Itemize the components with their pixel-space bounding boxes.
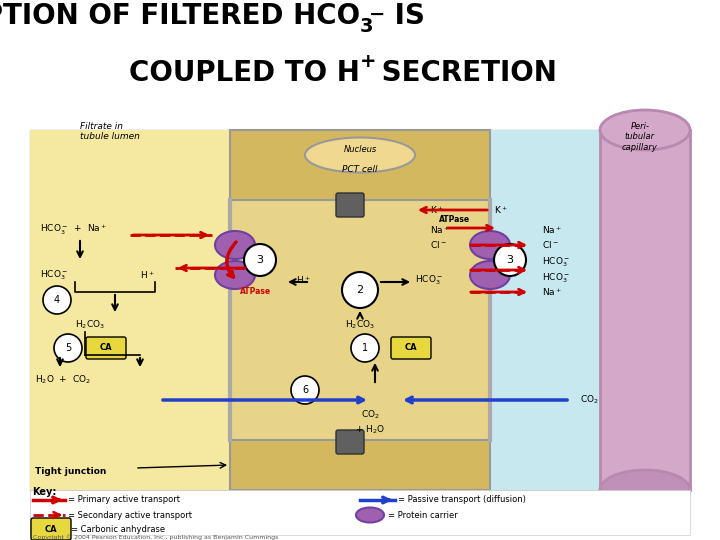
Text: COUPLED TO H: COUPLED TO H xyxy=(129,59,360,87)
Ellipse shape xyxy=(215,261,255,289)
Text: 2: 2 xyxy=(356,285,364,295)
Text: CA: CA xyxy=(99,343,112,353)
Text: CA: CA xyxy=(45,525,58,535)
Text: CO$_2$: CO$_2$ xyxy=(580,394,599,406)
Text: = Protein carrier: = Protein carrier xyxy=(388,510,458,519)
Circle shape xyxy=(291,376,319,404)
Circle shape xyxy=(494,244,526,276)
Text: K$^+$: K$^+$ xyxy=(430,204,444,216)
Ellipse shape xyxy=(600,110,690,150)
Text: Nucleus: Nucleus xyxy=(343,145,377,154)
Text: K$^+$: K$^+$ xyxy=(494,204,508,216)
Text: Filtrate in
tubule lumen: Filtrate in tubule lumen xyxy=(80,122,140,141)
Text: H$^+$: H$^+$ xyxy=(296,274,310,286)
FancyBboxPatch shape xyxy=(30,130,690,490)
Text: H$_2$CO$_3$: H$_2$CO$_3$ xyxy=(345,319,375,331)
Text: IS: IS xyxy=(385,2,425,30)
Text: HCO$_3^-$: HCO$_3^-$ xyxy=(542,255,570,269)
Text: HCO$_3^-$: HCO$_3^-$ xyxy=(542,271,570,285)
Ellipse shape xyxy=(305,138,415,172)
Text: Na$^+$: Na$^+$ xyxy=(430,224,450,236)
Text: ATPase: ATPase xyxy=(439,215,471,225)
Text: 5: 5 xyxy=(65,343,71,353)
Text: = Passive transport (diffusion): = Passive transport (diffusion) xyxy=(398,496,526,504)
FancyBboxPatch shape xyxy=(86,337,126,359)
FancyBboxPatch shape xyxy=(230,440,490,490)
Circle shape xyxy=(43,286,71,314)
Text: PCT cell: PCT cell xyxy=(342,165,378,174)
Text: SECRETION: SECRETION xyxy=(372,59,557,87)
Text: Na$^+$: Na$^+$ xyxy=(542,224,562,236)
FancyBboxPatch shape xyxy=(336,193,364,217)
FancyBboxPatch shape xyxy=(230,130,490,200)
Text: Cl$^-$: Cl$^-$ xyxy=(430,239,446,249)
Text: Na$^+$: Na$^+$ xyxy=(542,286,562,298)
Text: HCO$_3^-$: HCO$_3^-$ xyxy=(40,268,68,282)
Text: ATPase: ATPase xyxy=(240,287,271,296)
Circle shape xyxy=(351,334,379,362)
Text: CA: CA xyxy=(405,343,418,353)
Text: H$^+$: H$^+$ xyxy=(140,269,155,281)
Text: = Secondary active transport: = Secondary active transport xyxy=(68,510,192,519)
Ellipse shape xyxy=(356,508,384,523)
FancyBboxPatch shape xyxy=(490,130,600,490)
Text: Cl$^-$: Cl$^-$ xyxy=(542,240,559,251)
FancyBboxPatch shape xyxy=(30,490,690,535)
Text: 3: 3 xyxy=(360,17,374,36)
Text: 1: 1 xyxy=(362,343,368,353)
Text: −: − xyxy=(369,4,385,23)
Text: = Primary active transport: = Primary active transport xyxy=(68,496,180,504)
Text: Peri-
tubular
capillary: Peri- tubular capillary xyxy=(622,122,658,152)
Ellipse shape xyxy=(215,231,255,259)
Circle shape xyxy=(54,334,82,362)
FancyBboxPatch shape xyxy=(31,518,71,540)
Text: HCO$_3^-$: HCO$_3^-$ xyxy=(415,273,443,287)
Text: +: + xyxy=(360,52,377,71)
FancyBboxPatch shape xyxy=(391,337,431,359)
Ellipse shape xyxy=(470,231,510,259)
Text: H$_2$O  +  CO$_2$: H$_2$O + CO$_2$ xyxy=(35,374,91,386)
Text: Tight junction: Tight junction xyxy=(35,468,107,476)
FancyBboxPatch shape xyxy=(230,130,490,490)
Text: 3: 3 xyxy=(506,255,513,265)
Text: + H$_2$O: + H$_2$O xyxy=(355,424,385,436)
Text: 3: 3 xyxy=(256,255,264,265)
Text: CO$_2$: CO$_2$ xyxy=(361,409,379,421)
Text: 4: 4 xyxy=(54,295,60,305)
FancyBboxPatch shape xyxy=(600,130,690,490)
Text: Key:: Key: xyxy=(32,487,56,497)
Ellipse shape xyxy=(600,470,690,510)
FancyBboxPatch shape xyxy=(336,430,364,454)
Text: HCO$_3^-$  +  Na$^+$: HCO$_3^-$ + Na$^+$ xyxy=(40,223,107,237)
Circle shape xyxy=(244,244,276,276)
Circle shape xyxy=(342,272,378,308)
FancyBboxPatch shape xyxy=(30,130,230,490)
Ellipse shape xyxy=(470,261,510,289)
Text: Copyright © 2004 Pearson Education, Inc., publishing as Benjamin Cummings: Copyright © 2004 Pearson Education, Inc.… xyxy=(33,534,279,540)
Text: REABSORPTION OF FILTERED HCO: REABSORPTION OF FILTERED HCO xyxy=(0,2,360,30)
Text: = Carbonic anhydrase: = Carbonic anhydrase xyxy=(71,525,165,535)
Text: H$_2$CO$_3$: H$_2$CO$_3$ xyxy=(75,319,105,331)
Text: 6: 6 xyxy=(302,385,308,395)
